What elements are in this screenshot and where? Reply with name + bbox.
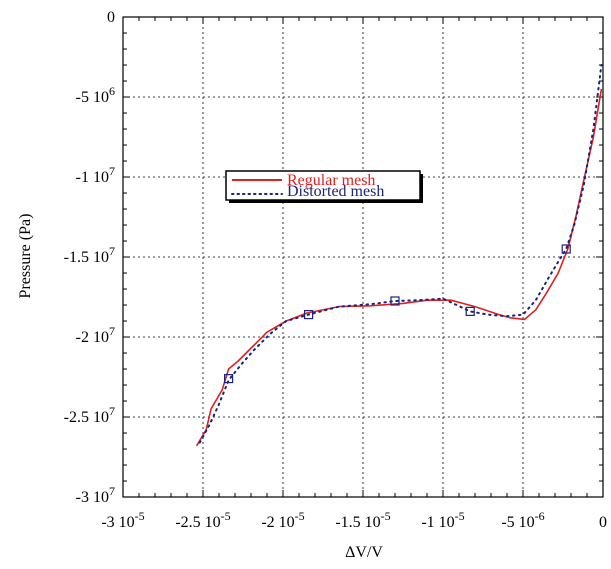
distorted-mesh-marker xyxy=(224,374,234,384)
y-tick-label: -1 107 xyxy=(76,164,115,186)
y-tick-exponent: 7 xyxy=(109,404,115,418)
y-tick-mantissa: -2 10 xyxy=(76,329,109,346)
y-tick-label: -2 107 xyxy=(76,324,115,346)
x-tick-mantissa: -1.5 10 xyxy=(335,514,380,531)
x-tick-exponent: -5 xyxy=(455,509,465,523)
y-tick-labels: 0-5 106-1 107-1.5 107-2 107-2.5 107-3 10… xyxy=(64,9,115,506)
series-layer xyxy=(195,64,603,447)
legend-label-regular: Regular mesh xyxy=(287,172,375,189)
y-tick-label: -2.5 107 xyxy=(64,404,115,426)
x-tick-mantissa: -5 10 xyxy=(501,514,534,531)
y-tick-exponent: 7 xyxy=(109,244,115,258)
y-tick-mantissa: -5 10 xyxy=(76,89,109,106)
x-tick-mantissa: -2.5 10 xyxy=(175,514,220,531)
x-axis-title: ΔV/V xyxy=(345,544,383,561)
x-tick-mantissa: -3 10 xyxy=(101,514,134,531)
y-tick-exponent: 7 xyxy=(109,324,115,338)
x-tick-label: -2 10-5 xyxy=(261,509,304,531)
distorted-mesh-marker xyxy=(465,306,475,316)
x-tick-exponent: -5 xyxy=(295,509,305,523)
y-tick-label: -1.5 107 xyxy=(64,244,115,266)
legend-shadow xyxy=(420,174,423,203)
y-tick-exponent: 7 xyxy=(109,164,115,178)
y-axis-title: Pressure (Pa) xyxy=(17,214,34,299)
y-tick-label: -3 107 xyxy=(76,484,115,506)
y-tick-exponent: 7 xyxy=(109,484,115,498)
x-tick-label: 0 xyxy=(599,514,607,531)
legend-label-distorted: Distorted mesh xyxy=(287,183,384,200)
x-tick-exponent: -5 xyxy=(381,509,391,523)
x-tick-label: -1 10-5 xyxy=(421,509,464,531)
distorted-mesh-marker xyxy=(390,296,400,306)
y-tick-label: -5 106 xyxy=(76,84,115,106)
x-tick-labels: -3 10-5 -2.5 10-5 -2 10-5 -1.5 10-5 -1 10-5-… xyxy=(101,509,607,531)
legend: Regular mesh Distorted mesh xyxy=(225,170,423,203)
y-tick-label: 0 xyxy=(107,9,115,26)
y-tick-mantissa: -1 10 xyxy=(76,169,109,186)
y-tick-mantissa: -2.5 10 xyxy=(64,409,109,426)
x-tick-mantissa: -1 10 xyxy=(421,514,454,531)
x-tick-label: -3 10-5 xyxy=(101,509,144,531)
y-tick-mantissa: -3 10 xyxy=(76,489,109,506)
distorted-mesh-marker xyxy=(304,310,314,320)
y-tick-mantissa: -1.5 10 xyxy=(64,249,109,266)
series-line-distorted-mesh xyxy=(198,64,603,444)
marker-layer xyxy=(224,244,571,384)
series-line-regular-mesh xyxy=(195,88,603,447)
x-tick-exponent: -5 xyxy=(135,509,145,523)
x-tick-mantissa: -2 10 xyxy=(261,514,294,531)
y-tick-exponent: 6 xyxy=(109,84,115,98)
legend-shadow-bottom xyxy=(229,200,423,203)
grid-lines xyxy=(123,17,603,497)
axis-ticks xyxy=(122,16,604,498)
distorted-mesh-marker xyxy=(561,244,571,254)
x-tick-label: -2.5 10-5 xyxy=(175,509,230,531)
x-tick-exponent: -5 xyxy=(221,509,231,523)
x-tick-exponent: -6 xyxy=(535,509,545,523)
x-tick-label: -5 10-6 xyxy=(501,509,544,531)
x-tick-label: -1.5 10-5 xyxy=(335,509,390,531)
